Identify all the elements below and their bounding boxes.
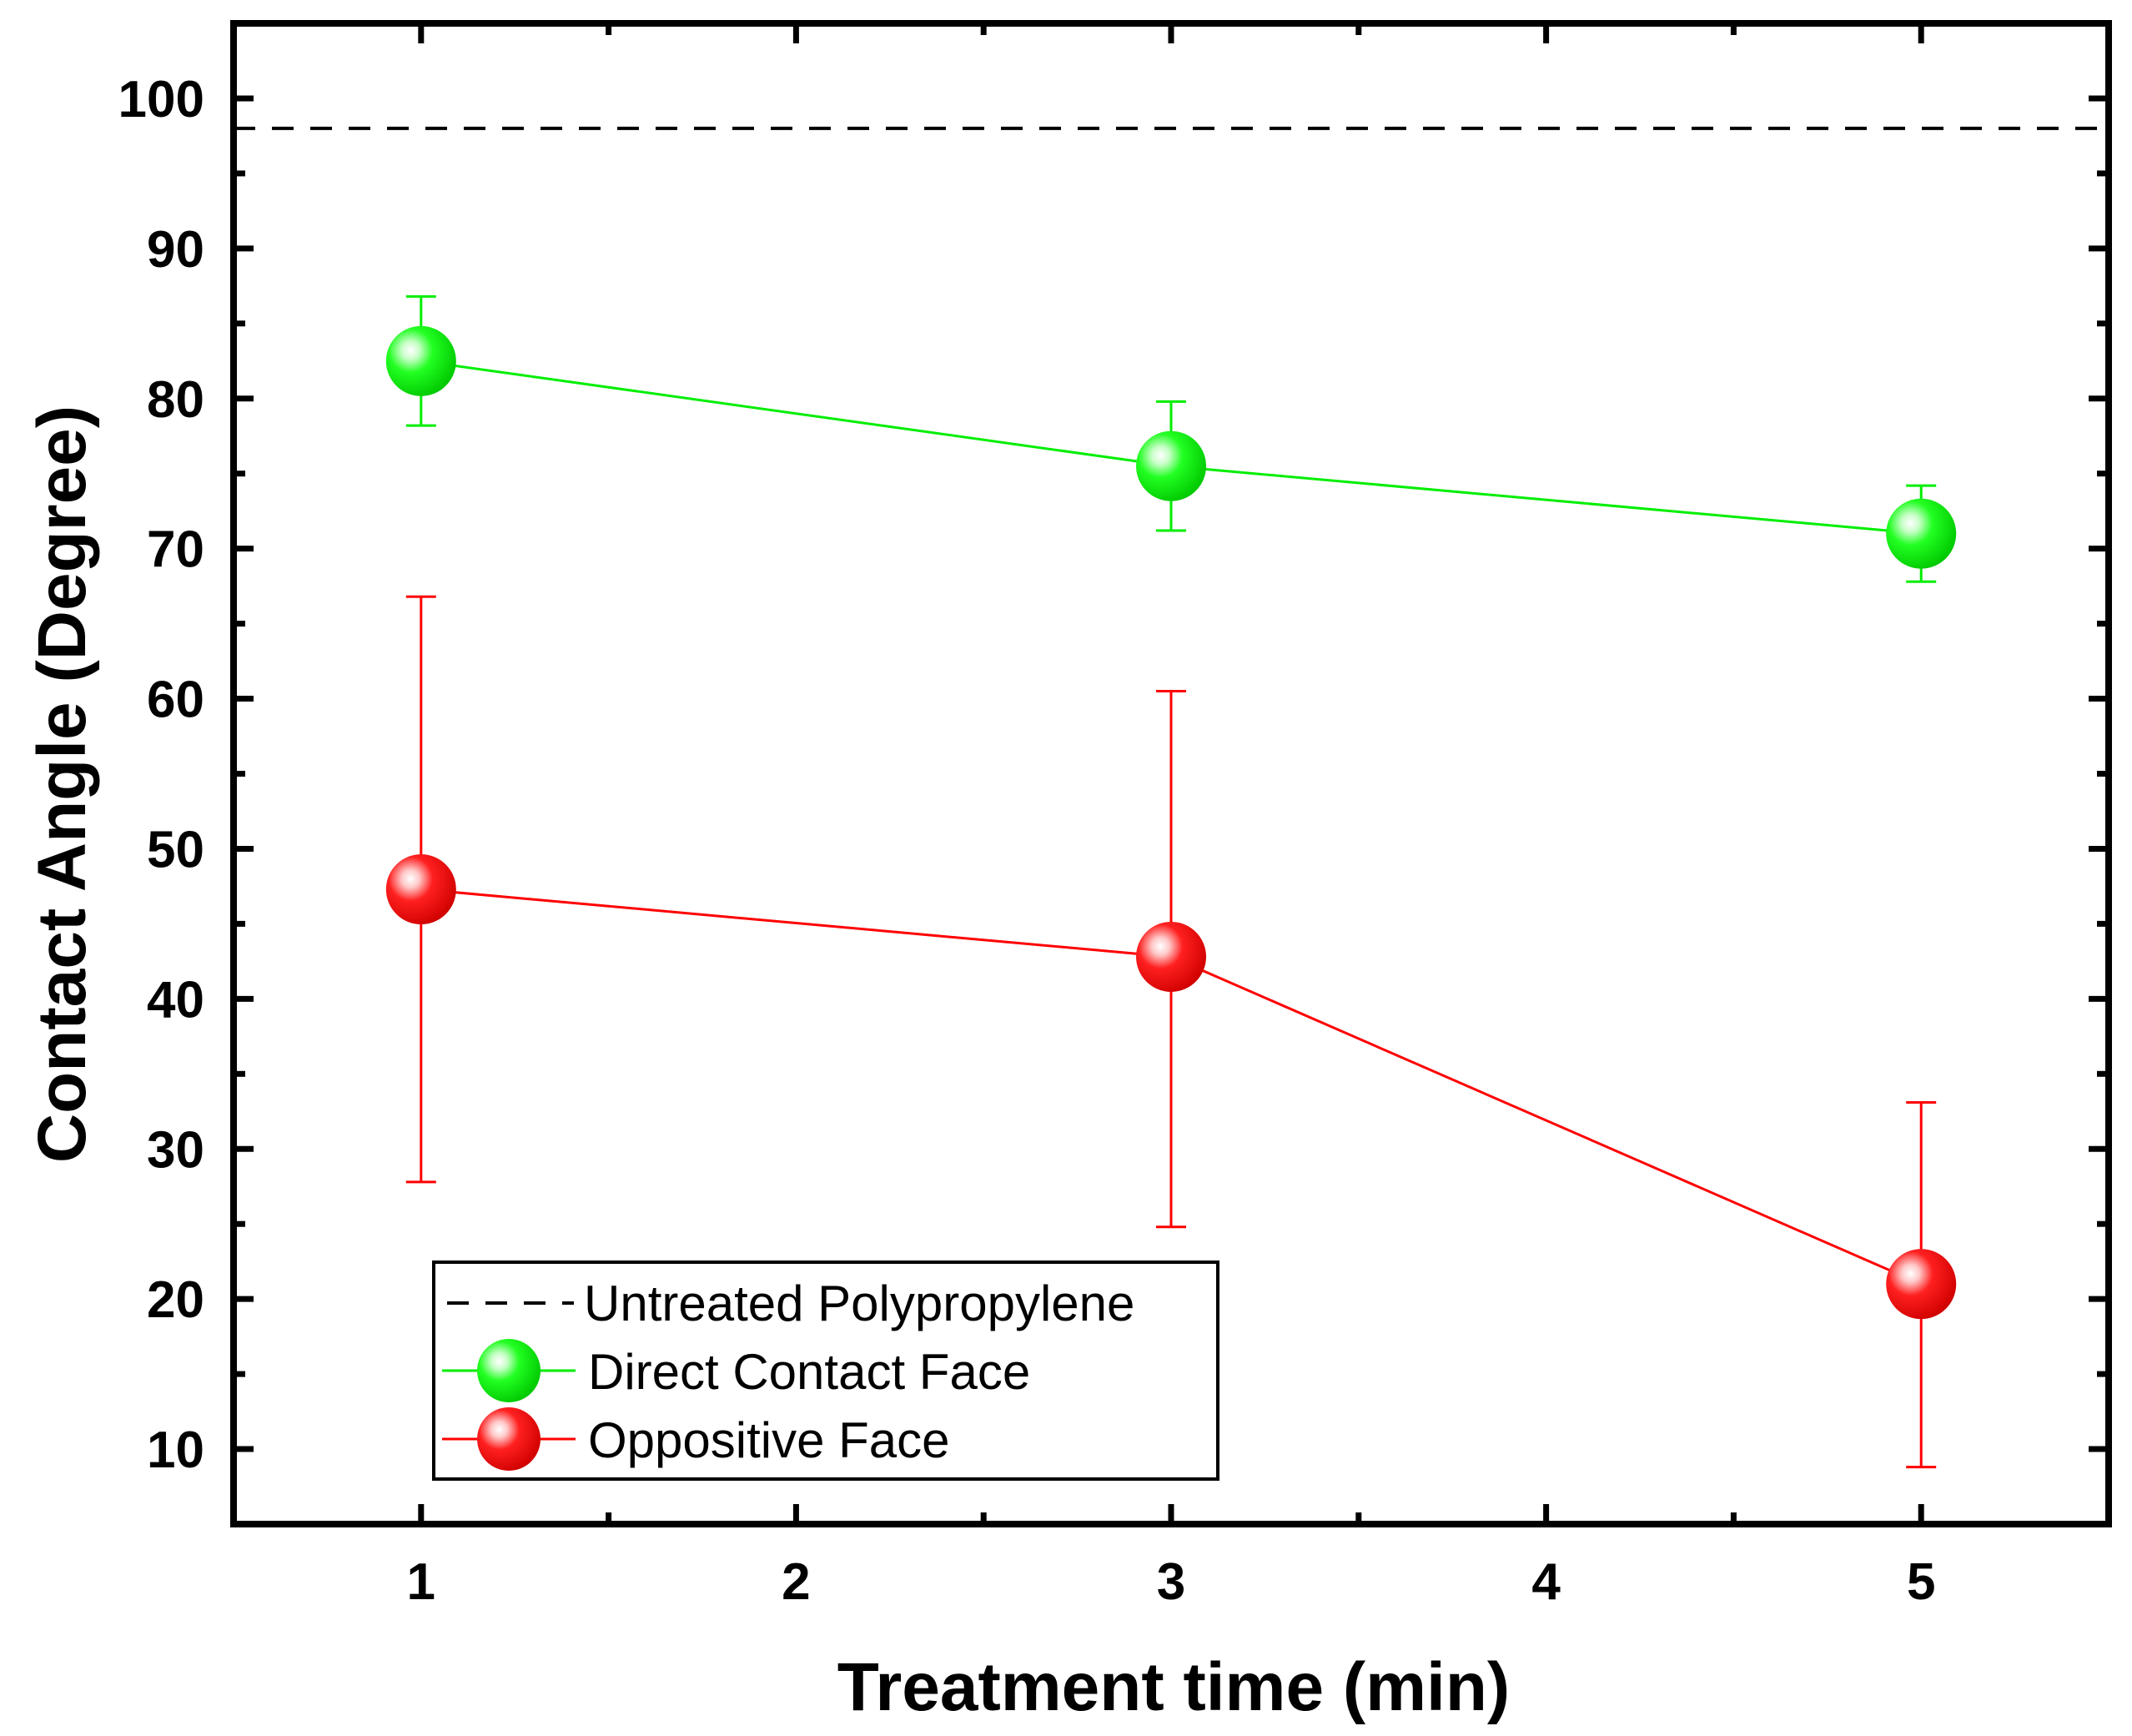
data-point bbox=[1136, 921, 1206, 992]
data-point bbox=[385, 325, 456, 396]
data-point bbox=[1136, 430, 1206, 501]
legend-label-oppositive: Oppositive Face bbox=[588, 1412, 950, 1468]
y-tick-label: 30 bbox=[147, 1121, 204, 1179]
legend-direct-marker bbox=[477, 1339, 541, 1402]
data-point bbox=[1886, 498, 1957, 569]
y-tick-label: 10 bbox=[147, 1422, 204, 1479]
x-tick-label: 2 bbox=[782, 1553, 810, 1611]
y-tick-label: 50 bbox=[147, 821, 204, 878]
x-tick-label: 4 bbox=[1531, 1553, 1561, 1611]
legend-oppositive-marker bbox=[477, 1407, 541, 1471]
y-tick-label: 20 bbox=[147, 1271, 204, 1329]
series-oppositive-face bbox=[385, 595, 1957, 1469]
x-tick-label: 5 bbox=[1907, 1553, 1935, 1611]
series-direct-contact-face bbox=[385, 294, 1957, 583]
legend: Untreated Polypropylene Direct Contact F… bbox=[432, 1260, 1219, 1481]
data-point bbox=[385, 854, 456, 925]
data-point bbox=[1886, 1249, 1957, 1320]
x-axis-title: Treatment time (min) bbox=[837, 1649, 1510, 1725]
y-axis-title: Contact Angle (Degree) bbox=[24, 405, 100, 1163]
y-tick-label: 100 bbox=[118, 71, 204, 128]
x-tick-label: 1 bbox=[407, 1553, 435, 1611]
y-tick-label: 80 bbox=[147, 371, 204, 429]
y-tick-label: 60 bbox=[147, 672, 204, 729]
y-tick-label: 70 bbox=[147, 521, 204, 579]
legend-label-untreated: Untreated Polypropylene bbox=[584, 1276, 1134, 1331]
x-tick-label: 3 bbox=[1157, 1553, 1185, 1611]
y-tick-label: 40 bbox=[147, 971, 204, 1029]
legend-label-direct: Direct Contact Face bbox=[588, 1344, 1030, 1400]
y-tick-label: 90 bbox=[147, 221, 204, 279]
